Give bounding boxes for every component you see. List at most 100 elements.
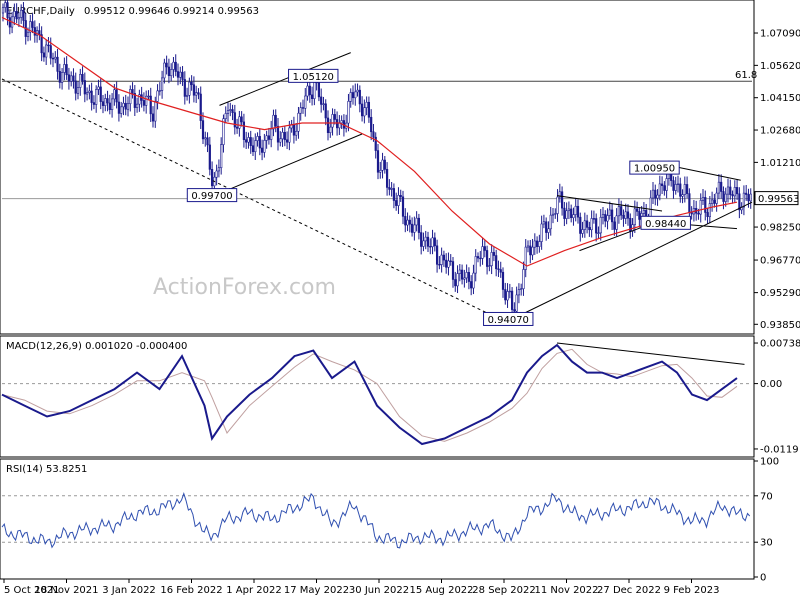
candle-body — [351, 92, 355, 99]
candle-body — [642, 210, 646, 214]
candle-body — [729, 186, 732, 195]
candle-body — [624, 211, 627, 219]
candle-body — [601, 213, 605, 218]
candle-body — [585, 220, 589, 228]
rsi-ytick-label: 0 — [760, 573, 766, 584]
price-ytick-label: 0.98250 — [760, 223, 800, 234]
candle-body — [322, 103, 325, 105]
macd-label: MACD(12,26,9) 0.001020 -0.000400 — [6, 341, 187, 352]
candle-body — [54, 56, 57, 60]
moving-average-line — [1, 16, 738, 267]
candle-body — [254, 140, 257, 153]
candle-body — [297, 112, 300, 132]
candle-body — [51, 57, 55, 60]
candle-body — [679, 183, 682, 197]
candle-body — [688, 193, 691, 213]
candle-body — [104, 98, 107, 106]
candle-body — [174, 61, 177, 72]
candle-body — [363, 107, 366, 117]
candle-body — [622, 214, 625, 219]
candle-body — [72, 75, 75, 82]
x-tick-label: 30 Jun 2022 — [349, 585, 409, 596]
candle-body — [385, 169, 389, 188]
candle-body — [229, 109, 232, 111]
candle-body — [310, 94, 314, 99]
candle-body — [442, 254, 446, 261]
price-annotation: 0.99700 — [186, 188, 238, 203]
x-tick-label: 16 Feb 2022 — [160, 585, 222, 596]
candle-body — [4, 2, 7, 8]
candle-body — [499, 269, 502, 273]
candle-body — [145, 95, 148, 106]
candle-body — [742, 192, 746, 208]
candle-body — [474, 256, 477, 274]
candle-body — [83, 80, 86, 95]
candle-body — [431, 237, 434, 248]
candle-body — [488, 265, 491, 267]
candle-body — [626, 211, 630, 219]
candle-body — [567, 208, 571, 212]
candle-body — [279, 138, 282, 143]
candle-body — [33, 27, 36, 36]
x-tick-label: 9 Feb 2023 — [664, 585, 720, 596]
candle-body — [613, 221, 616, 230]
candle-body — [481, 246, 484, 259]
candle-body — [615, 215, 618, 230]
candle-body — [320, 96, 323, 105]
annotation-text: 0.98440 — [645, 219, 686, 230]
candle-body — [617, 206, 621, 217]
candle-body — [172, 61, 175, 70]
candle-body — [429, 246, 432, 248]
candle-body — [410, 223, 414, 233]
candle-body — [208, 144, 211, 170]
candle-body — [731, 194, 734, 197]
candle-body — [749, 193, 752, 202]
candle-body — [283, 131, 286, 141]
candle-body — [581, 229, 584, 234]
candle-body — [88, 90, 91, 93]
annotation-box — [629, 160, 680, 175]
macd-layer — [1, 342, 752, 446]
candle-body — [101, 101, 105, 106]
candle-body — [674, 184, 677, 191]
candle-body — [220, 144, 223, 169]
candle-body — [574, 205, 577, 215]
current-price-tag — [754, 191, 799, 206]
candle-body — [31, 21, 34, 28]
candle-body — [547, 228, 550, 233]
candle-body — [513, 309, 516, 312]
candle-body — [654, 189, 657, 199]
candle-body — [524, 246, 527, 270]
candle-body — [738, 193, 741, 211]
candle-body — [438, 264, 441, 266]
candle-body — [163, 62, 166, 79]
ohlc-values: 0.99512 0.99646 0.99214 0.99563 — [84, 6, 259, 17]
candle-body — [715, 192, 718, 204]
rsi-ytick-label: 30 — [760, 538, 773, 549]
candle-body — [188, 81, 191, 96]
candle-body — [510, 290, 514, 310]
candle-body — [383, 159, 386, 170]
candle-body — [263, 140, 266, 153]
candle-body — [49, 45, 52, 59]
candle-body — [195, 92, 198, 96]
candle-body — [99, 86, 102, 102]
candle-body — [554, 213, 557, 215]
price-ytick-label: 1.02680 — [760, 126, 800, 137]
candle-body — [388, 187, 391, 190]
candle-body — [204, 137, 207, 140]
x-tick-label: 3 Jan 2022 — [102, 585, 156, 596]
candle-body — [154, 101, 157, 122]
candle-body — [381, 159, 384, 171]
annotation-box — [483, 311, 534, 326]
candle-body — [506, 291, 509, 301]
candle-body — [658, 183, 661, 196]
candle-body — [29, 21, 32, 33]
candle-body — [299, 107, 302, 114]
candle-body — [404, 216, 407, 226]
candle-body — [308, 85, 311, 96]
candle-body — [676, 183, 680, 185]
candle-body — [147, 95, 150, 98]
candle-body — [545, 221, 548, 233]
candle-body — [347, 101, 350, 124]
